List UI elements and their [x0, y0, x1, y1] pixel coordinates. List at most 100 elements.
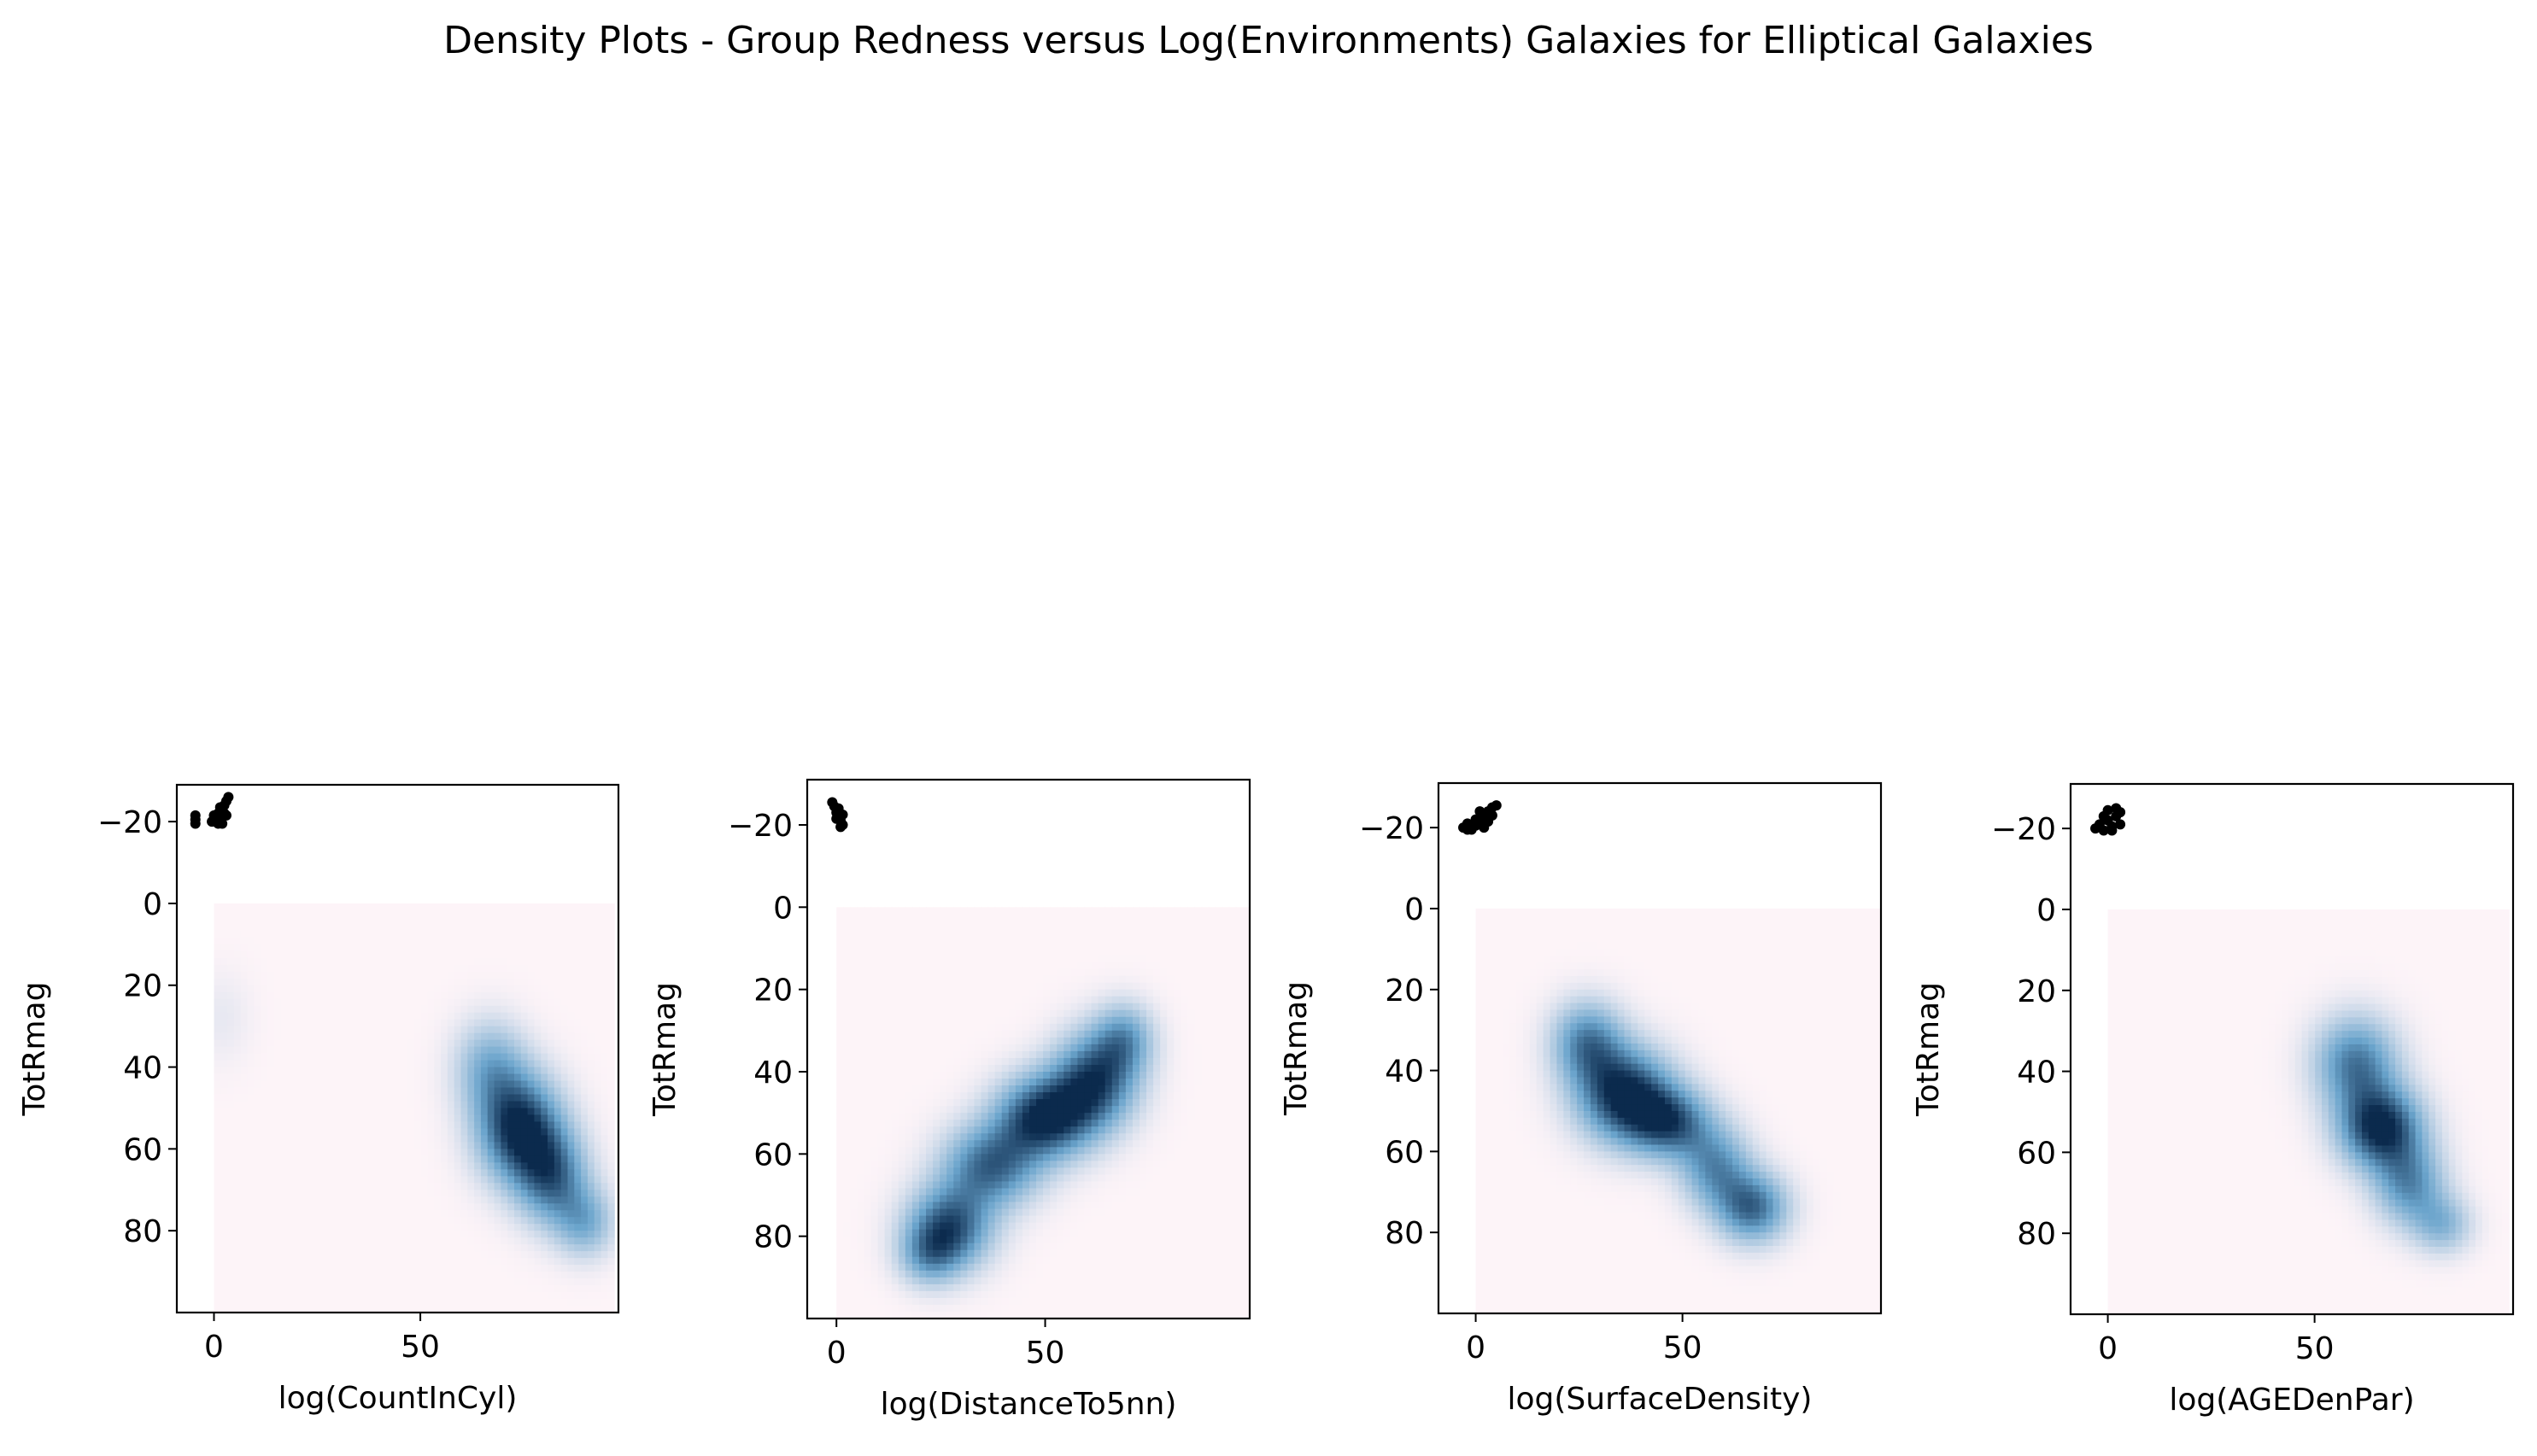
- density-cell: [447, 1203, 455, 1211]
- density-cell: [877, 1161, 886, 1168]
- density-cell: [267, 964, 275, 973]
- density-cell: [347, 1101, 355, 1109]
- density-cell: [501, 1210, 508, 1218]
- density-cell: [946, 1085, 954, 1093]
- density-cell: [480, 1135, 489, 1143]
- density-cell: [918, 1161, 927, 1168]
- density-cell: [273, 923, 282, 932]
- density-cell: [280, 1067, 289, 1075]
- density-cell: [507, 1121, 515, 1130]
- density-cell: [387, 1094, 395, 1102]
- density-cell: [360, 1073, 368, 1082]
- density-cell: [340, 1094, 349, 1102]
- density-cell: [460, 1169, 468, 1177]
- density-cell: [214, 1258, 221, 1266]
- density-cell: [287, 1278, 295, 1286]
- density-cell: [347, 1285, 355, 1293]
- density-cell: [554, 909, 562, 918]
- density-cell: [240, 957, 249, 966]
- density-cell: [933, 1297, 940, 1306]
- density-cell: [254, 1272, 261, 1279]
- density-cell: [541, 991, 548, 1000]
- density-cell: [541, 1121, 548, 1130]
- density-cell: [560, 937, 569, 945]
- density-cell: [891, 1126, 899, 1134]
- density-cell: [864, 1167, 872, 1176]
- density-cell: [460, 991, 468, 1000]
- density-cell: [843, 1174, 851, 1183]
- density-cell: [447, 950, 455, 959]
- density-cell: [487, 1176, 495, 1184]
- density-cell: [474, 1251, 482, 1259]
- density-cell: [340, 1176, 349, 1184]
- density-cell: [247, 971, 255, 979]
- density-cell: [434, 1285, 442, 1293]
- density-cell: [487, 1108, 495, 1116]
- density-cell: [607, 1210, 615, 1218]
- density-cell: [884, 1270, 893, 1278]
- density-cell: [401, 1183, 408, 1190]
- density-cell: [407, 944, 415, 952]
- density-cell: [313, 950, 322, 959]
- density-cell: [434, 1019, 442, 1027]
- density-cell: [340, 985, 349, 993]
- density-cell: [460, 1285, 468, 1293]
- density-cell: [247, 1108, 255, 1116]
- density-cell: [460, 1162, 468, 1170]
- density-cell: [520, 971, 529, 979]
- density-cell: [254, 991, 261, 1000]
- density-cell: [601, 1217, 608, 1225]
- density-cell: [857, 1167, 865, 1176]
- density-cell: [334, 1258, 342, 1266]
- density-cell: [254, 1080, 261, 1089]
- density-cell: [447, 1190, 455, 1197]
- density-cell: [394, 991, 401, 1000]
- density-cell: [420, 1224, 429, 1231]
- density-cell: [460, 1121, 468, 1130]
- density-cell: [594, 1196, 602, 1204]
- density-cell: [601, 1087, 608, 1096]
- density-cell: [420, 1053, 429, 1061]
- density-cell: [334, 1231, 342, 1238]
- density-cell: [487, 1019, 495, 1027]
- density-cell: [864, 1023, 872, 1032]
- density-cell: [413, 1203, 422, 1211]
- density-cell: [467, 964, 475, 973]
- density-cell: [607, 1299, 615, 1307]
- density-cell: [843, 1003, 851, 1011]
- density-cell: [273, 1142, 282, 1149]
- density-cell: [434, 1210, 442, 1218]
- density-cell: [247, 916, 255, 925]
- density-cell: [891, 989, 899, 997]
- density-cell: [601, 1012, 608, 1020]
- density-cell: [327, 1026, 335, 1034]
- density-cell: [940, 955, 947, 963]
- density-cell: [898, 1277, 906, 1285]
- density-cell: [261, 1176, 268, 1184]
- density-cell: [373, 964, 382, 973]
- density-cell: [987, 996, 996, 1004]
- density-cell: [554, 1272, 562, 1279]
- density-cell: [960, 1249, 969, 1258]
- density-cell: [427, 964, 435, 973]
- density-cell: [401, 1196, 408, 1204]
- density-cell: [574, 1012, 582, 1020]
- density-cell: [548, 1094, 555, 1102]
- density-cell: [320, 1162, 328, 1170]
- density-cell: [420, 909, 429, 918]
- density-cell: [574, 1299, 582, 1307]
- density-cell: [926, 1167, 934, 1176]
- density-cell: [850, 1113, 858, 1120]
- density-cell: [884, 914, 893, 921]
- density-cell: [347, 903, 355, 911]
- density-cell: [214, 923, 221, 932]
- density-cell: [940, 941, 947, 950]
- density-cell: [233, 1285, 242, 1293]
- density-cell: [301, 1292, 308, 1300]
- density-cell: [587, 978, 595, 986]
- density-cell: [514, 1060, 522, 1068]
- density-cell: [254, 1176, 261, 1184]
- density-cell: [836, 934, 844, 943]
- density-cell: [918, 1290, 927, 1299]
- density-cell: [247, 1087, 255, 1096]
